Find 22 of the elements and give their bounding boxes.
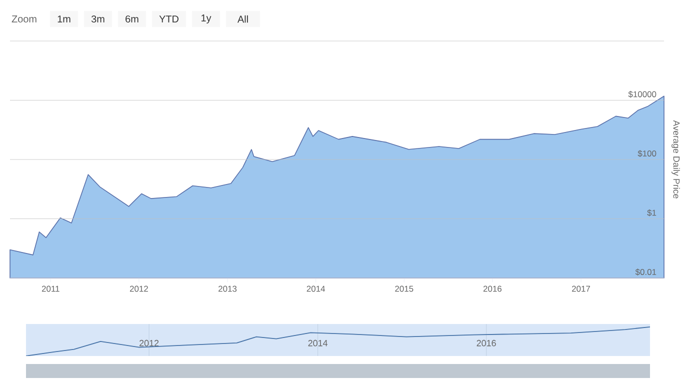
x-tick-label: 2013 xyxy=(218,286,237,292)
text: All xyxy=(237,15,248,23)
x-tick-label: 2014 xyxy=(308,340,328,346)
x-tick-label: 2012 xyxy=(140,340,159,346)
x-tick-label: 2014 xyxy=(306,286,326,292)
x-tick-label: 2016 xyxy=(476,340,496,346)
x-tick-label: 2015 xyxy=(395,286,414,292)
y-axis-title: Average Daily Price xyxy=(672,120,680,198)
x-tick-label: 2012 xyxy=(130,286,148,292)
x-tick-label: 2016 xyxy=(483,286,502,292)
text: 3m xyxy=(91,15,104,23)
text: YTD xyxy=(159,16,178,22)
y-tick-label: $10000 xyxy=(628,90,656,98)
y-tick-label: $100 xyxy=(638,150,656,157)
x-tick-label: 2017 xyxy=(572,286,590,292)
text: 1m xyxy=(58,16,70,22)
text: 1y xyxy=(202,14,212,24)
y-tick-label: $1 xyxy=(647,209,656,216)
text: 6m xyxy=(126,15,138,23)
y-tick-label: $0.01 xyxy=(635,268,656,276)
text: Zoom xyxy=(12,16,36,22)
x-tick-label: 2011 xyxy=(42,286,60,292)
